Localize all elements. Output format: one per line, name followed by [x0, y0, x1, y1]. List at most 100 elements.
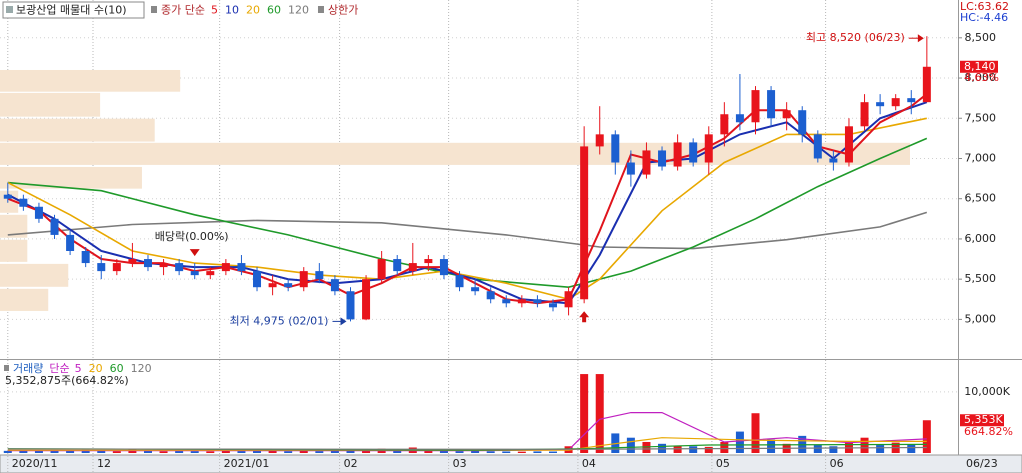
last-volume-label: 5,353K: [964, 413, 1003, 426]
volume-profile-bar: [0, 239, 28, 262]
volume-bar: [471, 450, 480, 453]
candle-body: [673, 142, 682, 167]
candle-body: [580, 146, 589, 300]
candle-body: [813, 134, 822, 159]
volume-bar: [533, 451, 542, 453]
candle-body: [393, 259, 402, 272]
y-tick-label: 8,000: [965, 71, 997, 84]
lc-label: LC:63.62: [960, 0, 1009, 13]
candle-body: [689, 142, 698, 163]
candle-body: [455, 275, 464, 288]
ma-prefix: 종가 단순: [161, 4, 205, 17]
x-tick-label: 06: [830, 457, 844, 470]
volume-bar: [221, 450, 230, 453]
moving-average-line: [7, 137, 928, 289]
last-volume-box: [960, 414, 1004, 427]
candle-body: [268, 283, 277, 288]
x-tick-label: 2020/11: [12, 457, 58, 470]
back-layer: [0, 0, 958, 473]
candle-body: [502, 299, 511, 304]
volume-bar: [580, 374, 589, 453]
volume-bar: [34, 450, 43, 453]
volume-bar: [66, 450, 75, 453]
volume-bar: [455, 451, 464, 453]
candle-body: [798, 110, 807, 135]
candle-body: [595, 134, 604, 147]
candle-body: [3, 194, 12, 199]
candle-body: [299, 271, 308, 288]
y-tick-label: 5,500: [965, 272, 997, 285]
candle-body: [221, 263, 230, 272]
volume-bar: [813, 445, 822, 453]
candle-body: [128, 259, 137, 264]
last-date: 06/23: [966, 457, 998, 470]
volume-bar: [19, 450, 28, 453]
volume-bar: [424, 450, 433, 453]
legend-item: 5: [75, 362, 82, 375]
candle-body: [642, 150, 651, 175]
volume-profile-bar: [0, 69, 181, 92]
volume-bar: [595, 374, 604, 453]
candle-body: [159, 263, 168, 268]
volume-bar: [860, 437, 869, 453]
volume-bar: [876, 445, 885, 453]
candle-body: [34, 206, 43, 219]
volume-bar: [486, 451, 495, 453]
moving-average-line: [7, 211, 928, 250]
volume-bar: [393, 450, 402, 453]
volume-bar: [907, 444, 916, 453]
candle-body: [112, 263, 121, 272]
x-tick-label: 02: [344, 457, 358, 470]
volume-bar: [284, 451, 293, 453]
volume-bar: [50, 449, 59, 453]
volume-bar: [81, 449, 90, 453]
x-tick-label: 2021/01: [224, 457, 270, 470]
candle-body: [408, 263, 417, 272]
volume-summary: 5,352,875주(664.82%): [5, 374, 129, 387]
stock-label: 보광산업 매물대 수(10): [16, 4, 127, 17]
candle-body: [860, 102, 869, 127]
volume-bar: [751, 413, 760, 453]
volume-bar: [112, 451, 121, 453]
volume-bar: [517, 451, 526, 453]
legend-item: 20: [89, 362, 103, 375]
candle-body: [471, 287, 480, 292]
candle-body: [19, 198, 28, 207]
volume-bar: [299, 450, 308, 453]
y-tick-label: 6,000: [965, 232, 997, 245]
volume-ma-prefix: 단순: [49, 362, 69, 375]
candle-body: [315, 271, 324, 280]
candle-body: [767, 90, 776, 119]
upper-limit-label: 상한가: [328, 4, 358, 17]
volume-bar: [362, 449, 371, 453]
candle-body: [439, 259, 448, 276]
y-tick-label: 6,500: [965, 192, 997, 205]
volume-bar: [237, 451, 246, 453]
volume-profile-bar: [0, 142, 910, 165]
candle-body: [891, 98, 900, 107]
volume-bar: [548, 451, 557, 453]
volume-bar: [143, 450, 152, 453]
candle-body: [658, 150, 667, 167]
volume-bar: [720, 441, 729, 453]
candle-body: [751, 90, 760, 123]
volume-profile-bar: [0, 166, 142, 189]
volume-title: 거래량: [13, 362, 43, 375]
x-tick-label: 04: [582, 457, 596, 470]
legend-item: 60: [110, 362, 124, 375]
main-layer: [3, 36, 931, 453]
high-annotation: 최고 8,520 (06/23): [806, 31, 905, 44]
candle-body: [704, 134, 713, 163]
volume-bar: [735, 431, 744, 453]
stock-icon: [6, 6, 13, 13]
ex-dividend-annotation: 배당락(0.00%): [155, 230, 229, 243]
candle-body: [97, 263, 106, 272]
volume-bar: [439, 450, 448, 453]
volume-ma-line: [7, 446, 927, 450]
last-price-change: 4.63%: [964, 71, 999, 84]
candle-body: [626, 162, 635, 175]
x-tick-label: 12: [97, 457, 111, 470]
y-tick-label: 10,000K: [964, 385, 1010, 398]
volume-bar: [268, 450, 277, 453]
